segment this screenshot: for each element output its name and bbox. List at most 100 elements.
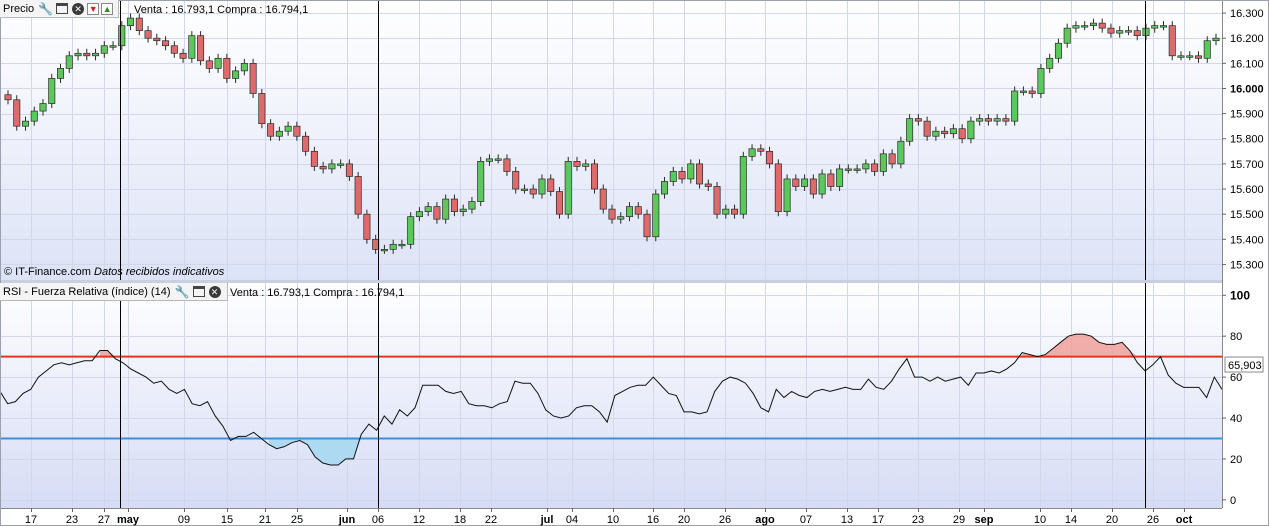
x-tick-label: 27 bbox=[98, 514, 110, 526]
rsi-line bbox=[0, 333, 1223, 466]
window-icon[interactable] bbox=[192, 286, 205, 297]
price-y-tick-label: 16.000 bbox=[1230, 83, 1264, 95]
candle-up bbox=[1212, 37, 1220, 42]
wrench-icon[interactable]: 🔧 bbox=[38, 1, 54, 16]
candle-up bbox=[906, 118, 914, 142]
candle-up bbox=[337, 163, 345, 166]
candle-up bbox=[30, 110, 38, 122]
candle-up bbox=[1037, 68, 1045, 94]
candle-up bbox=[57, 68, 65, 79]
candle-up bbox=[652, 193, 660, 238]
candle-down bbox=[871, 163, 879, 172]
candle-up bbox=[617, 216, 625, 220]
candle-up bbox=[214, 57, 222, 69]
x-tick-label: ago bbox=[755, 514, 775, 526]
candle-up bbox=[1203, 40, 1211, 59]
candle-down bbox=[1168, 25, 1176, 57]
candle-down bbox=[555, 191, 563, 215]
candle-up bbox=[485, 158, 493, 162]
candle-up bbox=[844, 168, 852, 171]
candle-up bbox=[967, 120, 975, 140]
candle-down bbox=[363, 213, 371, 240]
candle-up bbox=[748, 148, 756, 157]
candle-down bbox=[302, 135, 310, 152]
candle-down bbox=[1098, 22, 1106, 29]
candle-down bbox=[757, 148, 765, 152]
candle-down bbox=[590, 163, 598, 190]
close-icon[interactable]: ✕ bbox=[208, 285, 221, 298]
candle-up bbox=[1046, 57, 1054, 69]
candle-up bbox=[1116, 30, 1124, 34]
candle-down bbox=[809, 178, 817, 195]
price-quote: Venta : 16.793,1 Compra : 16.794,1 bbox=[134, 4, 309, 16]
price-y-tick-label: 16.300 bbox=[1230, 8, 1264, 20]
candle-down bbox=[766, 150, 774, 165]
candle-up bbox=[1011, 90, 1019, 122]
x-tick-label: 06 bbox=[372, 514, 384, 526]
candle-down bbox=[1002, 118, 1010, 122]
candle-up bbox=[879, 153, 887, 172]
candle-up bbox=[801, 178, 809, 187]
x-tick-label: 29 bbox=[953, 514, 965, 526]
candle-up bbox=[1019, 90, 1027, 93]
candle-up bbox=[1081, 25, 1089, 28]
candle-down bbox=[258, 93, 266, 125]
move-up-icon[interactable]: ▲ bbox=[101, 2, 114, 15]
candle-down bbox=[293, 125, 301, 137]
candle-down bbox=[4, 94, 12, 101]
candle-down bbox=[599, 188, 607, 210]
candle-down bbox=[354, 176, 362, 215]
candle-up bbox=[669, 171, 677, 182]
x-tick-label: 15 bbox=[221, 514, 233, 526]
candle-down bbox=[1133, 30, 1141, 37]
candle-up bbox=[22, 120, 30, 127]
window-icon[interactable] bbox=[56, 3, 69, 14]
x-tick-label: 16 bbox=[647, 514, 659, 526]
candle-down bbox=[984, 118, 992, 122]
candle-up bbox=[65, 55, 73, 69]
x-tick-label: 23 bbox=[912, 514, 924, 526]
candle-up bbox=[1186, 55, 1194, 58]
candle-up bbox=[275, 130, 283, 137]
close-icon[interactable]: ✕ bbox=[72, 2, 85, 15]
move-down-icon[interactable]: ▼ bbox=[87, 2, 100, 15]
candle-down bbox=[774, 163, 782, 212]
candle-down bbox=[713, 186, 721, 215]
price-y-tick-label: 15.800 bbox=[1230, 134, 1264, 146]
x-tick-label: 14 bbox=[1065, 514, 1077, 526]
x-tick-label: 13 bbox=[841, 514, 853, 526]
x-tick-label: 12 bbox=[413, 514, 425, 526]
candle-down bbox=[153, 37, 161, 42]
rsi-current-value-box bbox=[1224, 356, 1264, 373]
candle-up bbox=[118, 25, 126, 47]
candle-down bbox=[731, 208, 739, 215]
candle-up bbox=[949, 128, 957, 135]
candle-up bbox=[328, 163, 336, 170]
candle-down bbox=[704, 183, 712, 187]
wrench-icon[interactable]: 🔧 bbox=[174, 284, 190, 299]
candle-up bbox=[993, 118, 1001, 122]
rsi-y-tick-label: 20 bbox=[1230, 454, 1242, 466]
rsi-panel-toolbar: RSI - Fuerza Relativa (índice) (14) 🔧 ✕ bbox=[0, 283, 228, 301]
candle-up bbox=[687, 163, 695, 180]
candle-down bbox=[827, 173, 835, 187]
candle-up bbox=[380, 248, 388, 252]
x-tick-label: 21 bbox=[259, 514, 271, 526]
candle-down bbox=[888, 153, 896, 165]
candle-down bbox=[1028, 90, 1036, 94]
x-tick-label: sep bbox=[975, 514, 994, 526]
x-tick-label: jul bbox=[540, 514, 554, 526]
candle-up bbox=[1072, 25, 1080, 29]
candle-up bbox=[538, 178, 546, 195]
candle-down bbox=[433, 206, 441, 220]
candle-down bbox=[923, 120, 931, 137]
candle-down bbox=[179, 52, 187, 59]
candle-up bbox=[494, 158, 502, 161]
candle-down bbox=[372, 238, 380, 250]
x-tick-label: 26 bbox=[1147, 514, 1159, 526]
candle-up bbox=[74, 52, 82, 57]
price-y-tick-label: 15.700 bbox=[1230, 159, 1264, 171]
candle-down bbox=[144, 30, 152, 39]
candle-up bbox=[424, 206, 432, 212]
